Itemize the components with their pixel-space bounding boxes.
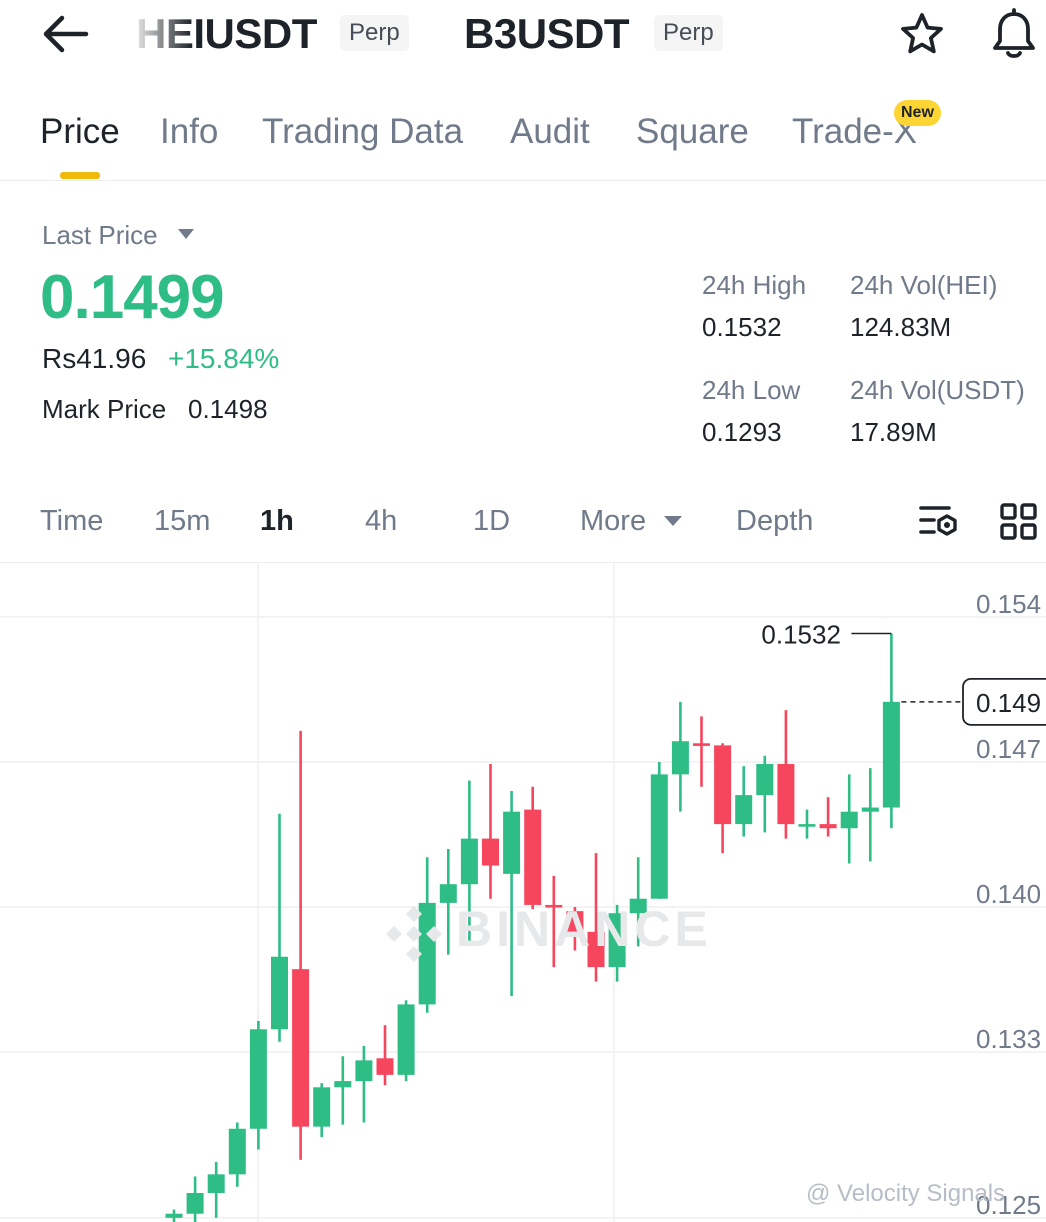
- fiat-price: Rs41.96: [42, 343, 147, 374]
- arrow-left-icon: [43, 15, 89, 53]
- interval-time[interactable]: Time: [40, 505, 104, 537]
- candle-body: [714, 745, 732, 825]
- y-axis-tick-label: 0.147: [976, 734, 1041, 764]
- candle-body: [861, 807, 879, 812]
- layout-button[interactable]: [1000, 503, 1038, 541]
- current-symbol[interactable]: B3USDT: [464, 10, 630, 57]
- bell-icon: [993, 8, 1035, 58]
- vol-quote-label: 24h Vol(USDT): [850, 375, 1025, 405]
- vol-base-value: 124.83M: [850, 312, 952, 342]
- tab-trading-data[interactable]: Trading Data: [262, 112, 464, 151]
- candle-body: [271, 956, 288, 1030]
- vol-quote-value: 17.89M: [850, 417, 937, 447]
- last-price-tag-label: 0.149: [976, 688, 1041, 718]
- candle-body: [629, 898, 647, 914]
- candle-body: [777, 764, 795, 825]
- candle-body: [756, 764, 774, 796]
- low-value: 0.1293: [702, 417, 782, 447]
- indicator-settings-button[interactable]: [918, 502, 960, 542]
- candle-body: [735, 795, 753, 825]
- candle-body: [376, 1058, 394, 1075]
- candlestick-chart[interactable]: 0.154 0.147 0.140 0.133 0.125 0.1532 0.149: [0, 563, 1046, 1222]
- vol-base-label: 24h Vol(HEI): [850, 270, 998, 300]
- last-price: 0.1499: [40, 263, 225, 332]
- depth-tab[interactable]: Depth: [736, 505, 814, 537]
- candle-body: [228, 1128, 246, 1175]
- scroll-fade: [132, 10, 192, 62]
- candle-body: [313, 1087, 331, 1127]
- interval-1h[interactable]: 1h: [260, 505, 294, 537]
- binance-logo-icon: [386, 906, 442, 962]
- candle-body: [186, 1192, 204, 1214]
- alert-button[interactable]: [990, 8, 1038, 60]
- new-badge: New: [894, 100, 941, 126]
- candle-body: [882, 701, 900, 808]
- candle-body: [439, 884, 457, 903]
- indicator-settings-icon: [919, 506, 957, 536]
- candle-body: [524, 809, 542, 905]
- watermark: BINANCE: [456, 901, 712, 957]
- grid-layout-icon: [1000, 503, 1037, 540]
- low-label: 24h Low: [702, 375, 801, 405]
- candle-body: [292, 969, 310, 1127]
- active-tab-indicator: [60, 172, 100, 179]
- last-price-tag: [962, 677, 1046, 726]
- high-label: 24h High: [702, 270, 807, 300]
- candle-body: [798, 824, 816, 827]
- contract-badge-prev: Perp: [340, 15, 409, 51]
- candle-body: [397, 1004, 415, 1075]
- caret-down-icon[interactable]: [178, 229, 194, 239]
- caret-down-icon[interactable]: [664, 516, 682, 526]
- candle-body: [460, 838, 478, 885]
- candle-body: [566, 911, 584, 932]
- mark-price-label: Mark Price: [42, 394, 167, 424]
- back-button[interactable]: [40, 12, 92, 56]
- candle-body: [355, 1060, 373, 1082]
- y-axis-tick-label: 0.125: [976, 1190, 1041, 1220]
- tab-info[interactable]: Info: [160, 112, 219, 151]
- star-icon: [901, 13, 943, 54]
- favorite-button[interactable]: [898, 11, 946, 57]
- high-marker-label: 0.1532: [761, 619, 841, 649]
- interval-1d[interactable]: 1D: [473, 505, 511, 537]
- candle-body: [418, 902, 436, 1005]
- candle-body: [608, 913, 626, 968]
- y-axis-tick-label: 0.154: [976, 589, 1041, 619]
- prev-symbol[interactable]: HEIUSDT: [132, 10, 317, 62]
- tab-audit[interactable]: Audit: [510, 112, 590, 151]
- divider: [0, 562, 1046, 563]
- section-tabs: Price Info Trading Data Audit Square Tra…: [0, 104, 1046, 181]
- tab-square[interactable]: Square: [636, 112, 749, 151]
- candle-body: [334, 1081, 352, 1088]
- candle-body: [840, 811, 858, 829]
- credit-watermark: @ Velocity Signals: [806, 1180, 1006, 1207]
- candle-body: [650, 774, 668, 899]
- candle-body: [819, 824, 837, 829]
- last-price-label[interactable]: Last Price: [42, 220, 158, 250]
- top-bar: HEIUSDT Perp B3USDT Perp: [0, 0, 1046, 80]
- candle-body: [545, 904, 563, 908]
- contract-badge: Perp: [654, 15, 723, 51]
- price-change-percent: +15.84%: [168, 343, 280, 374]
- candle-body: [671, 741, 689, 775]
- candle-body: [693, 743, 710, 746]
- candle-body: [587, 931, 605, 968]
- candle-body: [165, 1213, 183, 1218]
- interval-4h[interactable]: 4h: [365, 505, 398, 537]
- candle-body: [482, 838, 499, 866]
- candle-body: [503, 811, 521, 874]
- interval-15m[interactable]: 15m: [154, 505, 211, 537]
- y-axis-tick-label: 0.133: [976, 1024, 1041, 1054]
- tab-price[interactable]: Price: [40, 112, 120, 151]
- interval-more[interactable]: More: [580, 505, 647, 537]
- candle-body: [249, 1029, 267, 1129]
- mark-price: 0.1498: [188, 394, 268, 424]
- high-value: 0.1532: [702, 312, 782, 342]
- y-axis-tick-label: 0.140: [976, 879, 1041, 909]
- candle-body: [207, 1174, 225, 1193]
